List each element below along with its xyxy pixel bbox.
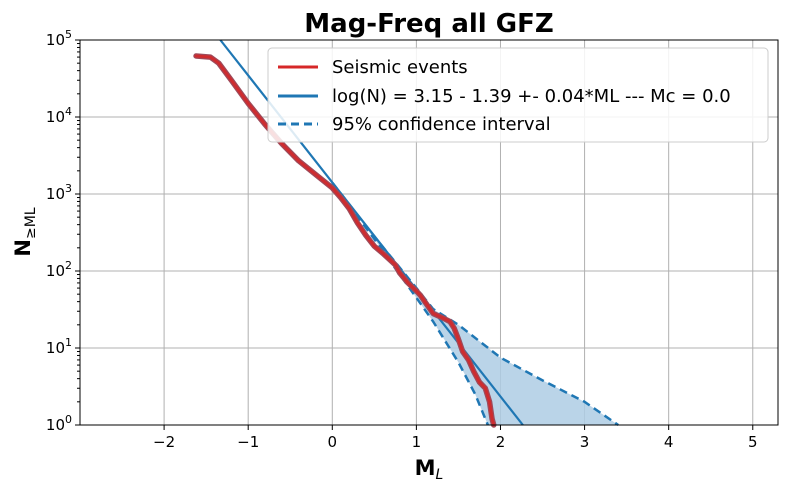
x-tick-label: 1 <box>412 433 422 451</box>
x-tick-label: −1 <box>237 433 259 451</box>
chart-title: Mag-Freq all GFZ <box>304 9 553 39</box>
y-axis-label-main: N <box>11 239 35 257</box>
y-axis-label-sub: ≥ML <box>23 207 39 239</box>
y-tick-label: 105 <box>46 28 72 49</box>
confidence-lower-line <box>331 182 490 426</box>
y-tick-label: 101 <box>46 336 72 357</box>
y-axis-ticks: 100 101 102 103 104 105 <box>46 28 80 434</box>
confidence-band-fill <box>332 182 619 425</box>
plot-frame <box>79 39 779 426</box>
y-tick-label: 102 <box>46 259 72 280</box>
x-tick-label: 0 <box>328 433 338 451</box>
y-tick-label: 103 <box>46 182 72 203</box>
x-tick-label: 3 <box>580 433 590 451</box>
x-tick-label: 4 <box>664 433 674 451</box>
y-tick-label: 104 <box>46 105 72 126</box>
x-axis-label: ML <box>415 456 444 483</box>
y-axis-label: N≥ML <box>11 207 39 256</box>
x-axis-label-main: M <box>415 456 436 480</box>
confidence-band <box>332 182 619 425</box>
x-axis-ticks: −2 −1 0 1 2 3 4 5 <box>153 425 758 451</box>
x-axis-label-sub: L <box>436 467 444 483</box>
x-tick-label: −2 <box>153 433 175 451</box>
legend-label-fit: log(N) = 3.15 - 1.39 +- 0.04*ML --- Mc =… <box>332 86 731 107</box>
x-tick-label: 5 <box>748 433 758 451</box>
y-tick-label: 100 <box>46 413 72 434</box>
legend-label-confidence: 95% confidence interval <box>332 114 551 135</box>
legend-box <box>267 47 769 143</box>
legend: Seismic events log(N) = 3.15 - 1.39 +- 0… <box>267 47 769 143</box>
legend-label-seismic-events: Seismic events <box>332 57 468 78</box>
x-tick-label: 2 <box>496 433 506 451</box>
